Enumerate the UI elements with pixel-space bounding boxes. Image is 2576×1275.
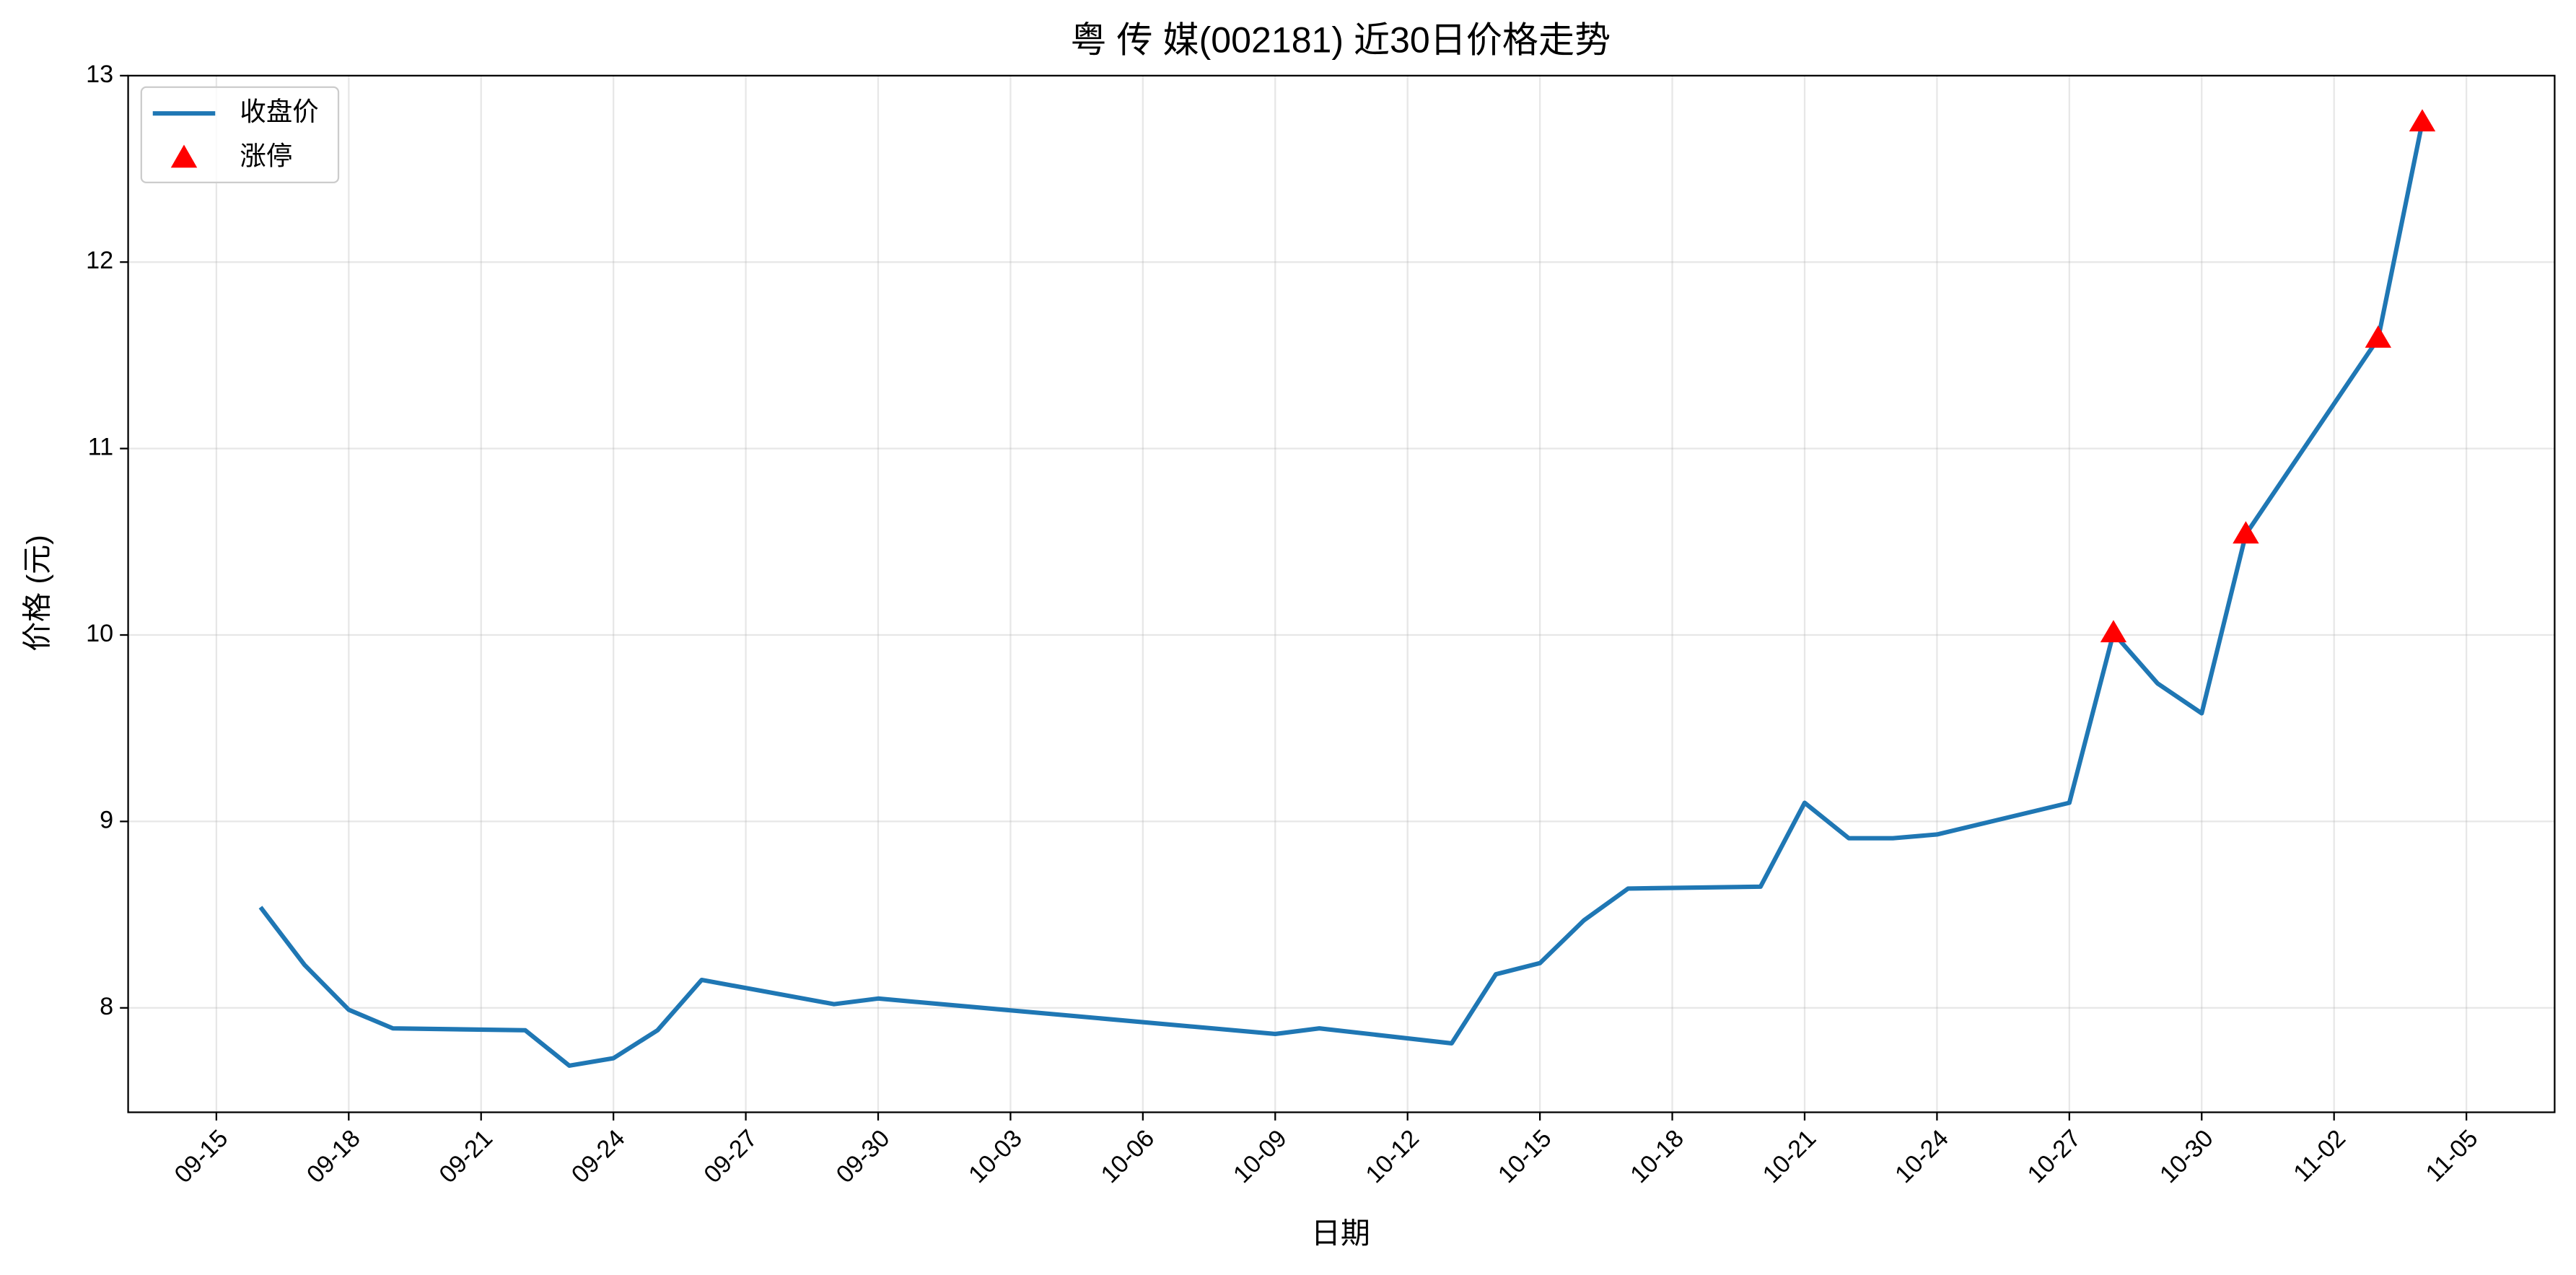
limit-up-marker — [2100, 620, 2127, 643]
y-tick-label: 12 — [86, 247, 113, 274]
plot-frame — [127, 74, 2556, 1113]
y-tick-label: 11 — [88, 434, 113, 461]
plot-area — [258, 109, 2436, 1068]
y-tick-label: 8 — [100, 993, 113, 1020]
x-axis-label: 日期 — [1311, 1217, 1370, 1250]
legend-label: 涨停 — [240, 141, 292, 170]
y-tick-label: 10 — [86, 620, 113, 647]
y-axis-label: 价格 (元) — [20, 535, 53, 652]
limit-up-marker — [2409, 109, 2436, 132]
legend-label: 收盘价 — [240, 97, 318, 126]
legend-swatch — [170, 144, 198, 168]
y-tick-label: 9 — [100, 806, 113, 833]
y-tick-label: 13 — [86, 61, 113, 88]
chart-title: 粤 传 媒(002181) 近30日价格走势 — [1071, 20, 1611, 61]
limit-up-marker — [2365, 325, 2392, 348]
limit-up-marker — [2233, 521, 2259, 544]
